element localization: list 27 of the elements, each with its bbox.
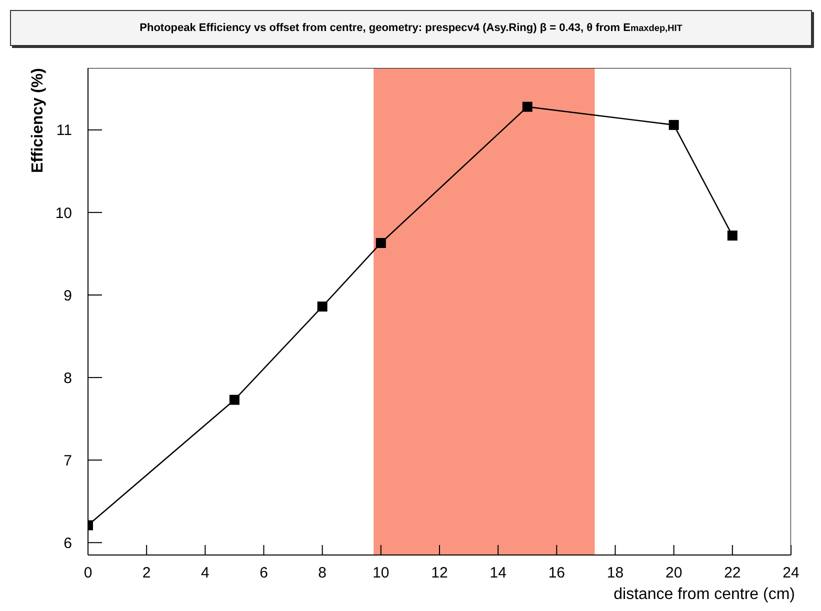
x-tick-label: 22 (724, 564, 741, 582)
x-tick-label: 24 (782, 564, 800, 582)
x-tick-label: 16 (548, 564, 566, 582)
x-tick-label: 20 (665, 564, 682, 582)
point (668, 120, 679, 130)
point (727, 230, 738, 241)
x-tick-label: 2 (142, 564, 151, 582)
y-tick-label: 10 (55, 204, 72, 222)
y-axis-title: Efficiency (%) (29, 68, 46, 173)
x-tick-label: 18 (606, 564, 624, 582)
y-tick-label: 9 (64, 287, 72, 304)
x-tick-label: 8 (318, 564, 327, 582)
x-axis-title: distance from centre (cm) (614, 586, 795, 603)
point (229, 394, 240, 405)
y-tick-label: 11 (56, 122, 72, 140)
point (522, 102, 532, 112)
x-tick-label: 14 (490, 564, 506, 582)
y-tick-label: 7 (64, 452, 72, 470)
x-tick-label: 6 (260, 564, 268, 582)
x-tick-label: 4 (200, 564, 210, 582)
y-tick-label: 8 (64, 370, 72, 387)
point (376, 238, 386, 248)
y-tick-label: 6 (64, 534, 72, 552)
x-tick-label: 10 (372, 564, 390, 582)
x-tick-label: 12 (431, 564, 448, 582)
point (317, 302, 328, 312)
x-tick-label: 0 (84, 564, 92, 582)
